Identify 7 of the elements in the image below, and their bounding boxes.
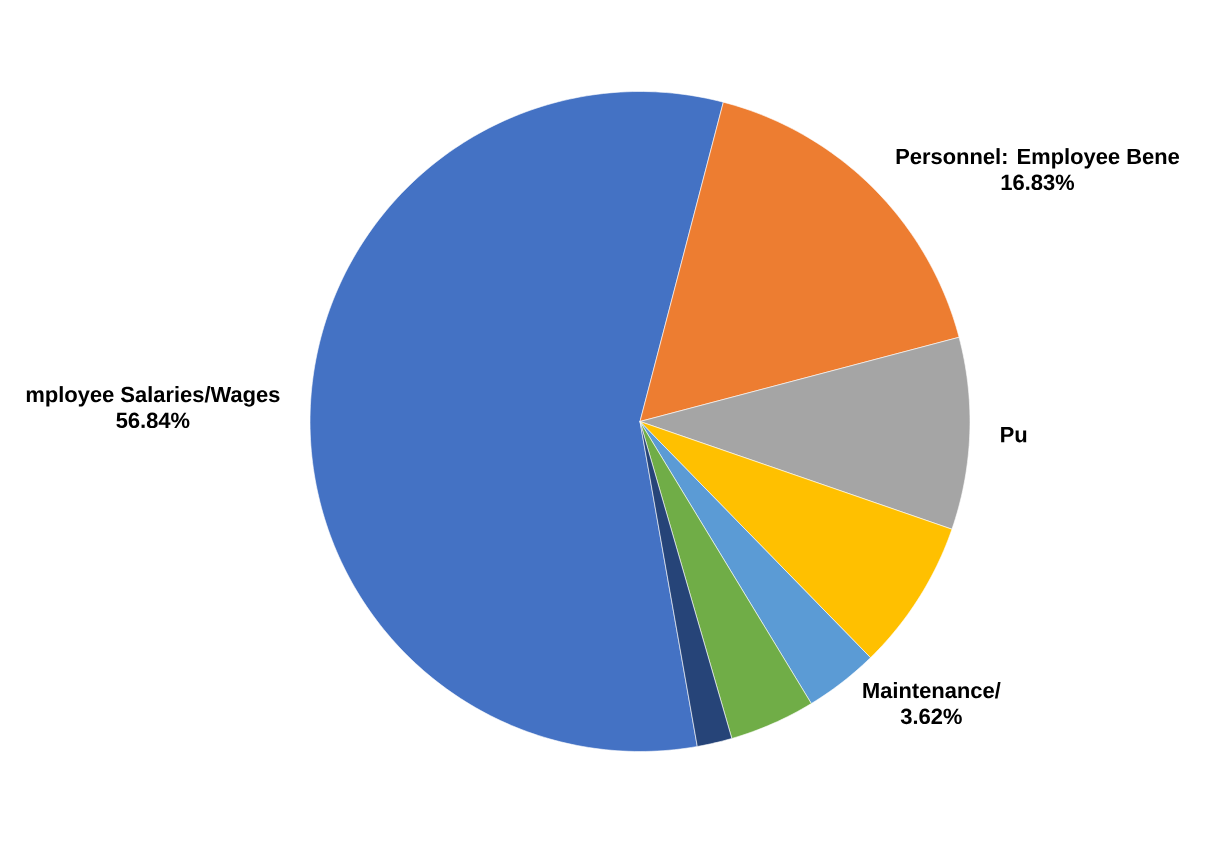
slice-label: Maintenance/ <box>863 682 1001 699</box>
data-label: 3.62% <box>900 708 962 725</box>
slice-label: Pu <box>1001 427 1027 443</box>
data-label: 56.84% <box>116 412 190 429</box>
data-label: 16.83% <box>1001 174 1075 191</box>
slice-label: mployee Salaries/Wages <box>26 386 280 407</box>
slice-label: Personnel: Employee Bene <box>896 148 1180 169</box>
